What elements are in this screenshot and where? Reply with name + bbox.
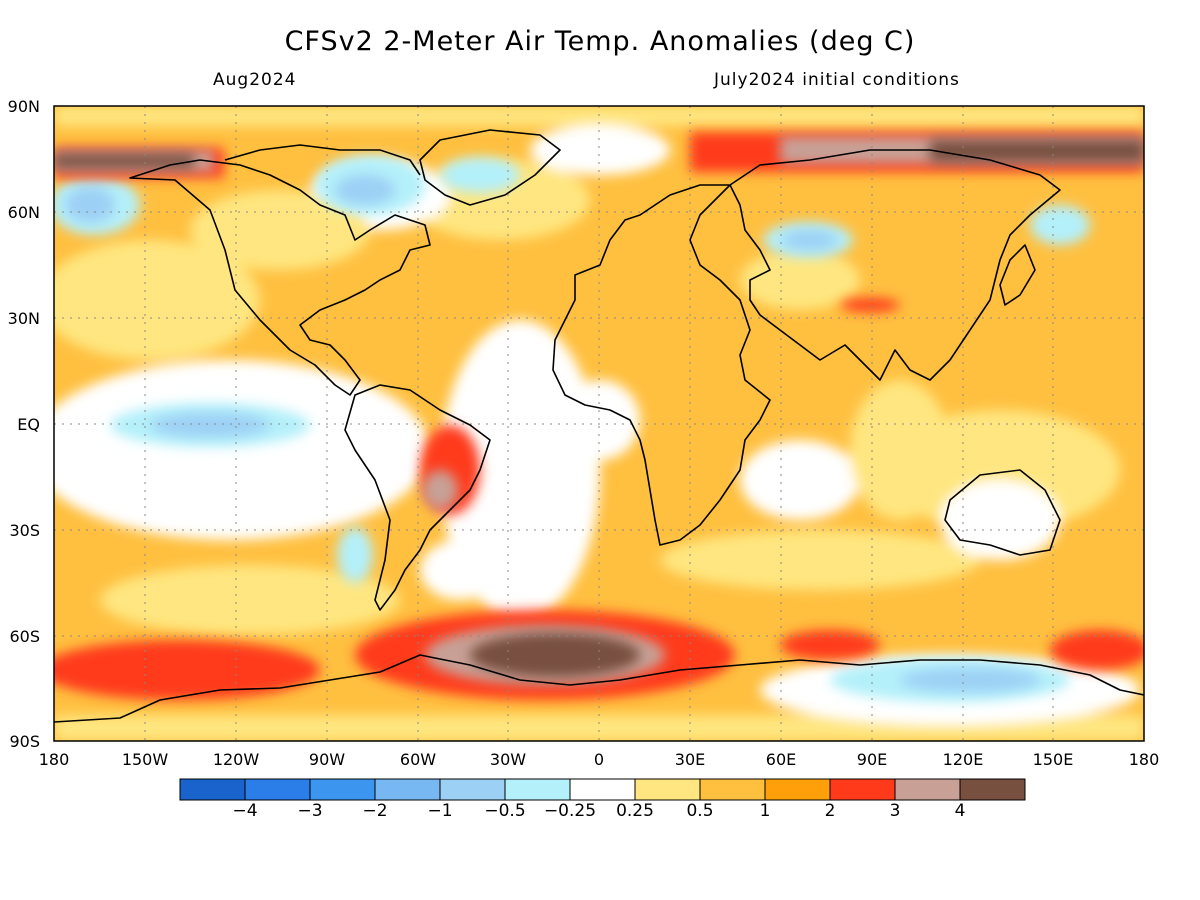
lat-label-60n: 60N [7,203,40,222]
colorbar-swatch [504,778,571,801]
colorbar-swatch [309,778,376,801]
anomaly-field [54,106,1144,741]
lat-label-30s: 30S [9,521,40,540]
colorbar-tick-label: 0.5 [686,801,714,821]
lon-label-60e: 60E [765,750,797,769]
lat-label-90s: 90S [9,732,40,751]
colorbar-tick-label: −0.25 [543,801,597,821]
colorbar-swatch [959,778,1026,801]
colorbar-swatch [829,778,896,801]
colorbar-swatch [374,778,441,801]
colorbar-swatch [439,778,506,801]
lon-label-30w: 30W [489,750,527,769]
lat-label-90n: 90N [7,97,40,116]
colorbar-swatch [894,778,961,801]
colorbar-tick-label: −4 [232,801,258,821]
graticule [54,106,1144,741]
map-frame [53,105,1145,742]
initial-conditions-label: July2024 initial conditions [714,70,960,90]
lon-label-150w: 150W [121,750,169,769]
lon-label-180e: 180 [1128,750,1160,769]
colorbar-swatch [699,778,766,801]
colorbar-swatch [764,778,831,801]
lon-label-150e: 150E [1032,750,1074,769]
lon-label-90w: 90W [308,750,346,769]
lat-label-60s: 60S [9,627,40,646]
lat-label-eq: EQ [17,415,40,434]
colorbar-tick-label: 0.25 [616,801,654,821]
colorbar-tick-label: −1 [427,801,453,821]
lon-label-120e: 120E [942,750,984,769]
colorbar-tick-label: 3 [889,801,901,821]
colorbar-tick-label: −2 [362,801,388,821]
map-title: CFSv2 2-Meter Air Temp. Anomalies (deg C… [284,26,916,57]
colorbar-swatch [569,778,636,801]
lon-label-30e: 30E [674,750,706,769]
colorbar [179,778,1026,801]
lat-label-30n: 30N [7,309,40,328]
colorbar-tick-label: 2 [824,801,836,821]
colorbar-swatch [634,778,701,801]
lon-label-180w: 180 [38,750,70,769]
lon-label-60w: 60W [399,750,437,769]
colorbar-tick-label: −3 [297,801,323,821]
colorbar-swatch [244,778,311,801]
valid-month-label: Aug2024 [213,70,297,90]
colorbar-tick-label: 1 [759,801,771,821]
colorbar-swatch [179,778,246,801]
lon-label-120w: 120W [212,750,260,769]
colorbar-tick-label: 4 [954,801,966,821]
colorbar-tick-label: −0.5 [484,801,526,821]
lon-label-90e: 90E [856,750,888,769]
lon-label-0: 0 [593,750,605,769]
coastlines [54,129,1144,723]
